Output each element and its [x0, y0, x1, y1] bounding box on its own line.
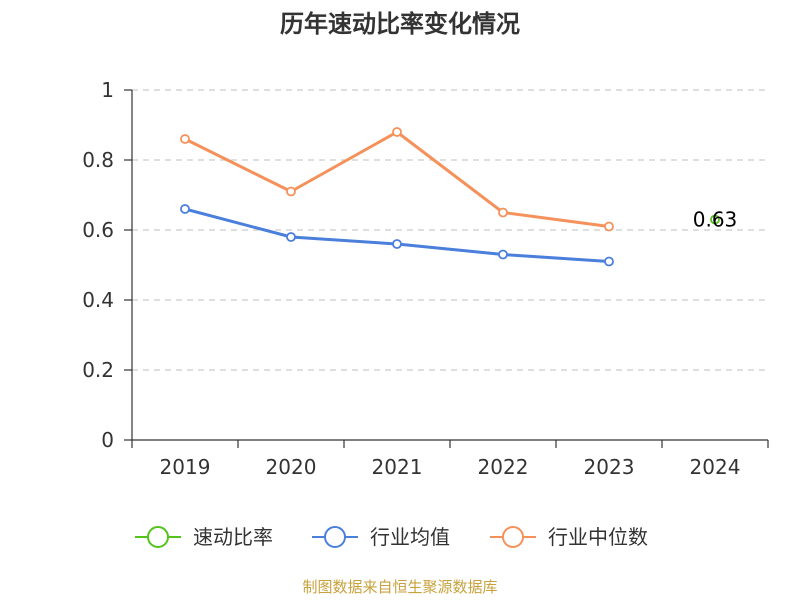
- legend-label: 行业中位数: [548, 525, 648, 549]
- data-point[interactable]: [604, 221, 614, 232]
- y-tick-label: 0.4: [82, 288, 114, 312]
- data-point[interactable]: [286, 232, 296, 242]
- x-tick-label: 2021: [372, 455, 423, 479]
- legend-item[interactable]: 速动比率: [135, 525, 273, 549]
- y-tick-label: 0: [101, 428, 114, 452]
- x-tick-label: 2023: [584, 455, 635, 479]
- grid-lines: [132, 89, 768, 371]
- y-tick-label: 0.8: [82, 148, 114, 172]
- data-point[interactable]: [498, 207, 508, 218]
- legend-marker: [502, 526, 524, 548]
- data-point[interactable]: [286, 186, 296, 197]
- x-tick-label: 2022: [478, 455, 529, 479]
- chart-title: 历年速动比率变化情况: [280, 10, 520, 38]
- data-labels: 0.63: [693, 208, 738, 232]
- x-tick-label: 2020: [266, 455, 317, 479]
- y-tick-label: 1: [101, 78, 114, 102]
- legend-item[interactable]: 行业中位数: [490, 525, 648, 549]
- legend-marker: [324, 526, 346, 548]
- series-0: [710, 214, 720, 225]
- legend-label: 行业均值: [370, 525, 450, 549]
- y-tick-label: 0.2: [82, 358, 114, 382]
- source-note: 制图数据来自恒生聚源数据库: [302, 578, 497, 596]
- legend[interactable]: 速动比率 行业均值 行业中位数: [135, 525, 648, 549]
- x-tick-label: 2024: [690, 455, 741, 479]
- data-point[interactable]: [498, 249, 508, 260]
- legend-item[interactable]: 行业均值: [312, 525, 450, 549]
- data-point[interactable]: [392, 127, 402, 137]
- data-point[interactable]: [180, 204, 190, 214]
- data-point[interactable]: [604, 256, 614, 267]
- y-axis: 0 0.2 0.4 0.6 0.8 1: [82, 78, 133, 452]
- series-line: [184, 130, 610, 228]
- x-axis: 2019 2020 2021 2022 2023 2024: [131, 439, 769, 479]
- legend-label: 速动比率: [193, 525, 273, 549]
- data-point[interactable]: [710, 214, 720, 225]
- data-point[interactable]: [180, 134, 190, 144]
- x-tick-label: 2019: [160, 455, 211, 479]
- legend-marker: [147, 526, 169, 548]
- series-layer: [180, 127, 720, 267]
- y-tick-label: 0.6: [82, 218, 114, 242]
- series-2: [180, 127, 614, 232]
- data-label: 0.63: [693, 208, 738, 232]
- data-point[interactable]: [392, 239, 402, 249]
- series-1: [180, 204, 614, 267]
